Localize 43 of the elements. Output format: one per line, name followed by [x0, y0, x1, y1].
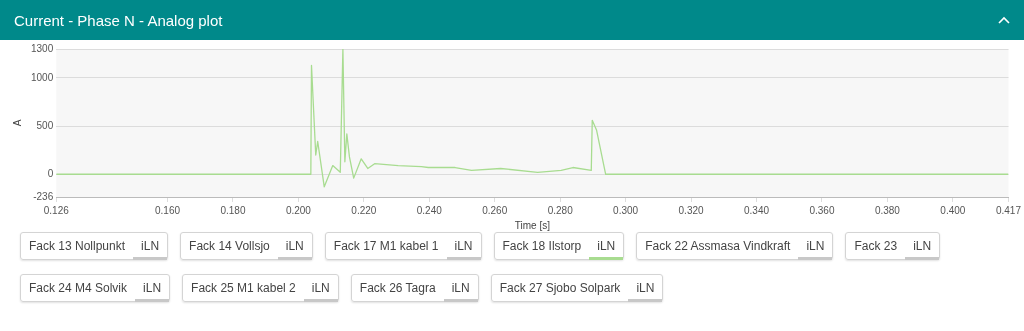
- text: Fack 26 Tagra: [359, 281, 436, 295]
- x-tick-label: 0.160: [154, 204, 181, 216]
- text: iLN: [143, 281, 162, 295]
- text: Fack 23: [854, 239, 898, 253]
- x-tick-label: 0.180: [220, 204, 246, 216]
- y-tick-label: 1300: [31, 42, 54, 54]
- x-axis-title: Time [s]: [514, 219, 551, 231]
- x-tick-label: 0.360: [809, 204, 835, 216]
- text: Fack 17 M1 kabel 1: [333, 239, 439, 253]
- x-tick-label: 0.417: [995, 204, 1022, 216]
- chart-title: Current - Phase N - Analog plot: [14, 11, 223, 29]
- text: Fack 18 Ilstorp: [502, 239, 582, 253]
- text: iLN: [311, 281, 330, 295]
- text: iLN: [454, 239, 473, 253]
- y-tick-label: 1000: [31, 71, 54, 83]
- text: iLN: [451, 281, 470, 295]
- x-tick-label: 0.300: [613, 204, 639, 216]
- x-tick-label: 0.126: [43, 204, 70, 216]
- text: iLN: [285, 239, 304, 253]
- x-tick-label: 0.400: [940, 204, 966, 216]
- text: iLN: [806, 239, 825, 253]
- text: iLN: [913, 239, 932, 253]
- y-tick-label: -236: [33, 190, 54, 202]
- text: Fack 22 Assmasa Vindkraft: [645, 239, 791, 253]
- y-axis-title: A: [11, 119, 23, 127]
- x-tick-label: 0.380: [874, 204, 901, 216]
- x-tick-label: 0.200: [285, 204, 312, 216]
- x-tick-label: 0.240: [416, 204, 443, 216]
- x-tick-label: 0.320: [678, 204, 705, 216]
- text: Fack 24 M4 Solvik: [29, 281, 128, 295]
- text: Fack 13 Nollpunkt: [29, 239, 126, 253]
- text: Fack 25 M1 kabel 2: [191, 281, 296, 295]
- x-tick-label: 0.340: [744, 204, 770, 216]
- text: Fack 14 Vollsjo: [189, 239, 270, 253]
- text: iLN: [636, 281, 655, 295]
- y-tick-label: 500: [36, 119, 54, 131]
- text: iLN: [141, 238, 160, 255]
- y-tick-label: 0: [47, 168, 54, 180]
- text: iLN: [597, 239, 616, 253]
- x-tick-label: 0.280: [547, 204, 574, 216]
- x-tick-label: 0.260: [482, 204, 508, 216]
- x-tick-label: 0.220: [351, 204, 377, 216]
- text: Fack 27 Sjobo Solpark: [499, 281, 621, 295]
